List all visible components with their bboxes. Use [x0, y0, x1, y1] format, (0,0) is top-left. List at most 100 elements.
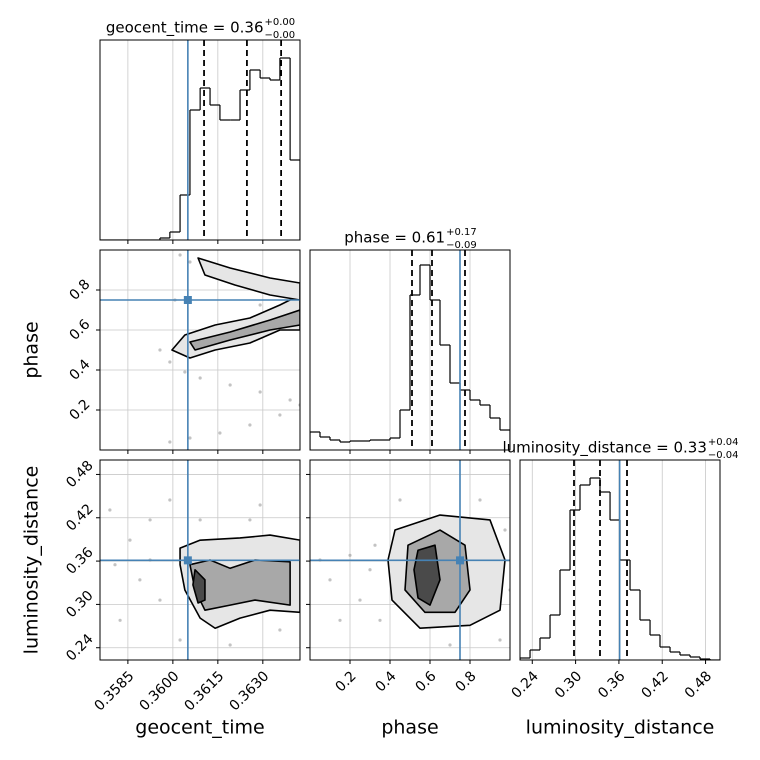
title-upper: +0.00: [265, 17, 296, 28]
x-tick-label: 0.3630: [226, 668, 272, 714]
panel: 0.2 0.4 0.6 0.8: [306, 459, 511, 695]
y-tick-label: 0.30: [63, 588, 96, 621]
sample-point: [258, 303, 262, 307]
sample-point: [248, 518, 252, 522]
x-axis-label: phase: [381, 717, 438, 739]
y-tick-label: 0.48: [63, 458, 96, 491]
panel-frame: [309, 249, 511, 451]
sample-point: [128, 538, 132, 542]
y-axis-label: luminosity_distance: [21, 466, 43, 655]
sample-point: [118, 618, 122, 622]
panel: geocent_time = 0.36 +0.00 −0.00: [99, 17, 301, 244]
sample-point: [158, 348, 162, 352]
sample-point: [258, 503, 262, 507]
sample-point: [168, 498, 172, 502]
title-lower: −0.09: [446, 240, 477, 251]
sample-point: [368, 568, 372, 572]
panel-frame: [99, 39, 301, 241]
sample-point: [398, 498, 402, 502]
x-tick-label: 0.3600: [137, 668, 183, 714]
sample-point: [348, 553, 352, 557]
panel-content: [310, 460, 510, 660]
panel-title: phase = 0.61: [344, 229, 445, 247]
sample-point: [503, 528, 507, 532]
y-tick-label: 0.6: [66, 316, 93, 343]
title-upper: +0.17: [446, 227, 477, 238]
sample-point: [188, 260, 192, 264]
x-tick-label: 0.3585: [92, 668, 138, 714]
x-axis-label: luminosity_distance: [526, 717, 715, 739]
contour: [189, 559, 291, 611]
x-axis-label: geocent_time: [135, 717, 264, 739]
sample-point: [178, 638, 182, 642]
sample-point: [328, 578, 332, 582]
sample-point: [158, 598, 162, 602]
x-tick-label: 0.6: [413, 668, 440, 695]
sample-point: [198, 518, 202, 522]
x-tick-label: 0.36: [595, 668, 628, 701]
sample-point: [178, 253, 182, 257]
panel-content: [100, 250, 300, 450]
panel: 0.2 0.4 0.6 0.8: [66, 249, 301, 454]
sample-point: [478, 498, 482, 502]
panel-content: [310, 250, 510, 450]
x-tick-label: 0.2: [333, 668, 360, 695]
panel-title: luminosity_distance = 0.33: [502, 439, 706, 458]
sample-point: [198, 376, 202, 380]
sample-point: [248, 423, 252, 427]
x-tick-label: 0.48: [682, 668, 715, 701]
contour: [192, 568, 206, 604]
panel-frame: [309, 459, 511, 661]
sample-point: [168, 360, 172, 364]
truth-marker: [183, 296, 192, 304]
panel: 0.24 0.30 0.36 0.42 0.48 luminosity_distance …: [502, 437, 738, 702]
panel-content: [520, 460, 720, 660]
x-tick-label: 0.3615: [181, 668, 227, 714]
y-tick-label: 0.4: [66, 356, 93, 383]
sample-point: [108, 508, 112, 512]
sample-point: [228, 383, 232, 387]
truth-marker: [183, 556, 192, 565]
sample-point: [278, 413, 282, 417]
sample-point: [218, 431, 222, 435]
sample-point: [288, 398, 292, 402]
sample-point: [148, 518, 152, 522]
panel-frame: [99, 249, 301, 451]
sample-point: [448, 643, 452, 647]
x-tick-label: 0.42: [638, 668, 671, 701]
sample-point: [183, 370, 187, 374]
sample-point: [338, 618, 342, 622]
panel-content: [100, 40, 300, 240]
panel-title: geocent_time = 0.36: [106, 19, 264, 38]
sample-point: [378, 618, 382, 622]
sample-point: [168, 440, 172, 444]
y-tick-label: 0.24: [63, 631, 96, 664]
y-axis-label: phase: [21, 321, 43, 378]
sample-point: [358, 598, 362, 602]
sample-point: [373, 543, 377, 547]
y-tick-label: 0.8: [66, 276, 93, 303]
sample-point: [278, 628, 282, 632]
x-tick-label: 0.24: [509, 668, 542, 701]
contour: [189, 309, 300, 351]
panel: 0.3585 0.3600 0.3615 0.3630 0.24 0.30 0.36 0.42…: [63, 458, 301, 714]
y-tick-label: 0.42: [63, 501, 96, 534]
y-tick-label: 0.2: [66, 396, 93, 423]
panel-frame: [519, 459, 721, 661]
sample-point: [258, 390, 262, 394]
truth-marker: [456, 556, 464, 565]
sample-point: [188, 436, 192, 440]
x-tick-label: 0.8: [453, 668, 480, 695]
sample-point: [498, 638, 502, 642]
sample-point: [138, 578, 142, 582]
title-lower: −0.00: [265, 30, 296, 41]
x-tick-label: 0.30: [552, 668, 585, 701]
panel-frame: [99, 459, 301, 661]
sample-point: [113, 563, 117, 567]
panel: phase = 0.61 +0.17 −0.09: [309, 227, 511, 454]
title-lower: −0.04: [708, 450, 739, 461]
sample-point: [228, 643, 232, 647]
x-tick-label: 0.4: [373, 668, 400, 695]
title-upper: +0.04: [708, 437, 739, 448]
